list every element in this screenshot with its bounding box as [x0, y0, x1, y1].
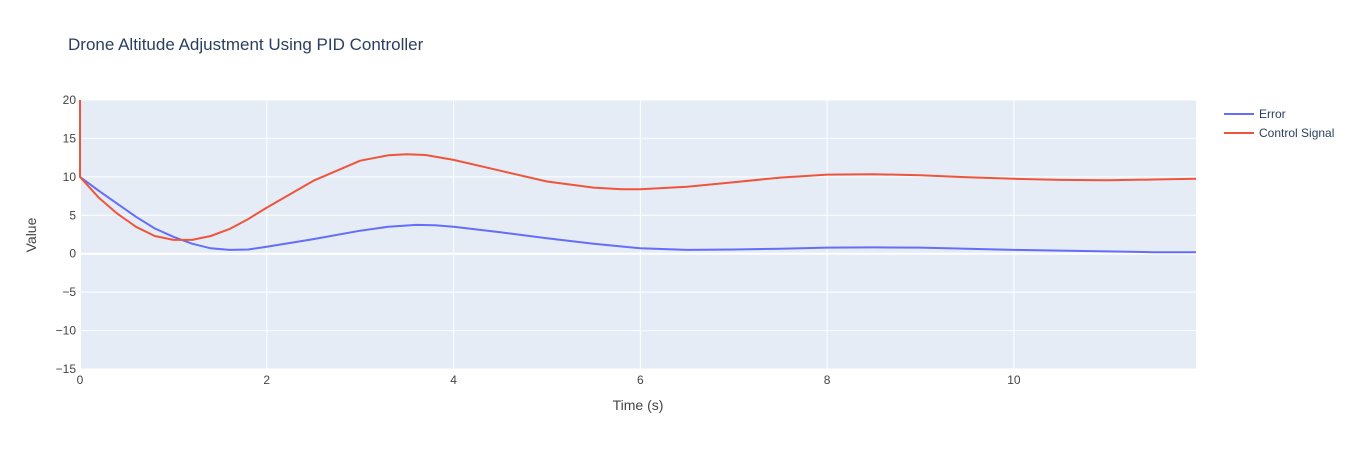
y-tick-label: −10 [56, 324, 77, 338]
grid-lines [79, 99, 1196, 370]
tick-labels: −15 −10 −5 0 5 10 15 20 0 2 4 6 8 10 [56, 93, 1021, 387]
y-tick-label: −15 [56, 362, 77, 376]
plot-area [80, 100, 1196, 369]
series-line-control-signal [79, 100, 1197, 241]
y-tick-label: −5 [62, 285, 76, 299]
legend-item[interactable]: Control Signal [1224, 126, 1334, 140]
x-tick-label: 6 [637, 373, 644, 387]
legend[interactable]: Error Control Signal [1224, 107, 1334, 140]
legend-label: Error [1259, 107, 1286, 121]
x-tick-label: 2 [263, 373, 270, 387]
y-tick-label: 10 [63, 170, 77, 184]
x-tick-label: 0 [77, 373, 84, 387]
legend-item[interactable]: Error [1224, 107, 1286, 121]
y-tick-label: 20 [63, 93, 77, 107]
y-tick-label: 0 [69, 247, 76, 261]
legend-label: Control Signal [1259, 126, 1334, 140]
x-tick-label: 10 [1007, 373, 1021, 387]
y-tick-label: 5 [69, 208, 76, 222]
x-axis-label: Time (s) [613, 397, 664, 413]
x-tick-label: 8 [824, 373, 831, 387]
x-tick-label: 4 [450, 373, 457, 387]
y-tick-label: 15 [63, 131, 77, 145]
chart-title: Drone Altitude Adjustment Using PID Cont… [68, 35, 424, 54]
series-lines [79, 100, 1197, 254]
y-axis-label: Value [23, 217, 39, 252]
